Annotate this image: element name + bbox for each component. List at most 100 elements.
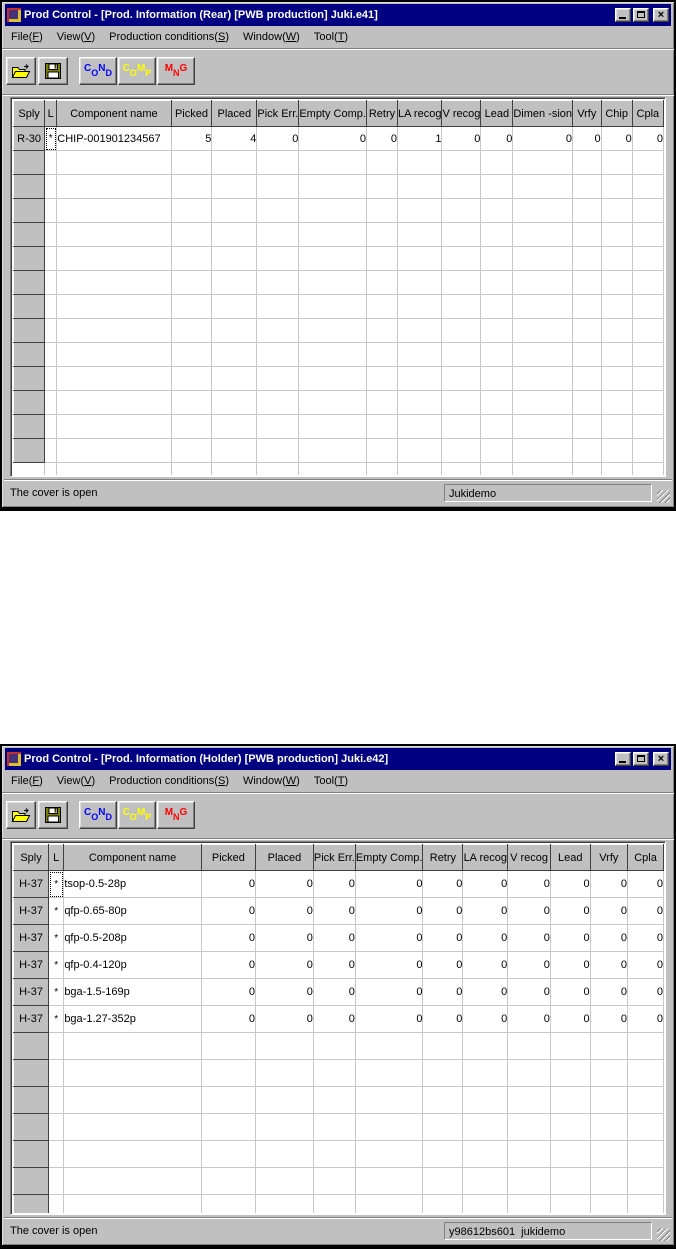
maximize-button[interactable] <box>633 752 649 766</box>
grid-cell[interactable]: bga-1.27-352p <box>63 1005 202 1033</box>
grid-cell[interactable]: 0 <box>550 870 591 898</box>
grid-cell[interactable]: 0 <box>507 924 551 952</box>
menu-item-view[interactable]: View(V) <box>56 775 96 787</box>
grid-cell[interactable]: 0 <box>590 897 629 925</box>
grid-cell[interactable]: 0 <box>313 924 356 952</box>
grid-cell[interactable]: 4 <box>211 126 258 151</box>
menu-item-file[interactable]: File(F) <box>11 31 43 43</box>
grid-cell[interactable]: 0 <box>255 951 314 979</box>
grid-cell[interactable]: 0 <box>462 870 509 898</box>
grid-cell[interactable]: 0 <box>627 1005 664 1033</box>
grid-cell[interactable]: 0 <box>313 1005 356 1033</box>
close-button[interactable]: × <box>653 752 669 766</box>
grid-cell[interactable]: 0 <box>590 870 629 898</box>
row-header-cell[interactable]: H-37 <box>13 870 50 898</box>
grid-cell[interactable]: 0 <box>627 897 664 925</box>
grid-cell[interactable]: 0 <box>313 870 356 898</box>
menu-item-production-conditions[interactable]: Production conditions(S) <box>109 775 229 787</box>
grid-cell[interactable]: * <box>48 924 65 952</box>
grid-cell[interactable]: 0 <box>550 951 591 979</box>
title-bar[interactable]: Prod Control - [Prod. Information (Rear)… <box>5 4 671 26</box>
grid-cell[interactable]: 0 <box>355 978 424 1006</box>
grid-cell[interactable]: 0 <box>590 924 629 952</box>
grid-cell[interactable]: * <box>48 897 65 925</box>
menu-item-view[interactable]: View(V) <box>56 31 96 43</box>
grid-cell[interactable]: 0 <box>422 951 464 979</box>
grid-cell[interactable]: 0 <box>462 924 509 952</box>
grid-cell[interactable]: 0 <box>590 978 629 1006</box>
minimize-button[interactable] <box>615 752 631 766</box>
grid-cell[interactable]: 0 <box>201 897 257 925</box>
grid-cell[interactable]: 0 <box>355 897 424 925</box>
grid-cell[interactable]: * <box>48 951 65 979</box>
grid-cell[interactable]: qfp-0.4-120p <box>63 951 202 979</box>
minimize-button[interactable] <box>615 8 631 22</box>
menu-item-file[interactable]: File(F) <box>11 775 43 787</box>
menu-item-window[interactable]: Window(W) <box>242 775 300 787</box>
grid-cell[interactable]: 0 <box>422 924 464 952</box>
grid-cell[interactable]: 0 <box>313 951 356 979</box>
resize-grip[interactable] <box>657 490 670 503</box>
save-button[interactable] <box>38 57 68 85</box>
grid-cell[interactable]: 0 <box>201 1005 257 1033</box>
row-header-cell[interactable]: H-37 <box>13 924 50 952</box>
grid-cell[interactable]: 0 <box>355 924 424 952</box>
grid-cell[interactable]: 0 <box>550 978 591 1006</box>
grid-cell[interactable]: 0 <box>601 126 633 151</box>
grid-cell[interactable]: 0 <box>462 951 509 979</box>
grid-cell[interactable]: 0 <box>298 126 367 151</box>
grid-cell[interactable]: 0 <box>355 951 424 979</box>
grid-cell[interactable]: 0 <box>422 1005 464 1033</box>
row-header-cell[interactable]: R-30 <box>13 126 46 151</box>
grid-cell[interactable]: 0 <box>422 978 464 1006</box>
save-button[interactable] <box>38 801 68 829</box>
grid-cell[interactable]: 0 <box>255 897 314 925</box>
grid-cell[interactable]: 0 <box>627 978 664 1006</box>
maximize-button[interactable] <box>633 8 649 22</box>
open-button[interactable] <box>6 801 36 829</box>
grid-cell[interactable]: 0 <box>355 1005 424 1033</box>
grid-cell[interactable]: qfp-0.65-80p <box>63 897 202 925</box>
grid-cell[interactable]: 0 <box>255 978 314 1006</box>
grid-cell[interactable]: 0 <box>462 1005 509 1033</box>
grid-cell[interactable]: qfp-0.5-208p <box>63 924 202 952</box>
grid-cell[interactable]: * <box>48 978 65 1006</box>
grid-cell[interactable]: 0 <box>590 951 629 979</box>
menu-item-tool[interactable]: Tool(T) <box>313 775 349 787</box>
row-header-cell[interactable]: H-37 <box>13 897 50 925</box>
grid-cell[interactable]: 5 <box>171 126 213 151</box>
open-button[interactable] <box>6 57 36 85</box>
grid-cell[interactable]: 0 <box>201 978 257 1006</box>
grid-cell[interactable]: 0 <box>507 978 551 1006</box>
grid-cell[interactable]: tsop-0.5-28p <box>63 870 202 898</box>
grid-cell[interactable]: 0 <box>422 870 464 898</box>
resize-grip[interactable] <box>657 1228 670 1241</box>
menu-item-production-conditions[interactable]: Production conditions(S) <box>109 31 229 43</box>
grid-cell[interactable]: 0 <box>627 870 664 898</box>
menu-item-window[interactable]: Window(W) <box>242 31 300 43</box>
grid-cell[interactable]: 1 <box>397 126 443 151</box>
grid-cell[interactable]: CHIP-001901234567 <box>56 126 172 151</box>
grid-cell[interactable]: 0 <box>550 924 591 952</box>
grid-cell[interactable]: 0 <box>355 870 424 898</box>
grid-cell[interactable]: 0 <box>550 1005 591 1033</box>
grid-cell[interactable]: 0 <box>313 978 356 1006</box>
grid-cell[interactable]: 0 <box>480 126 514 151</box>
grid-cell[interactable]: 0 <box>366 126 399 151</box>
grid-cell[interactable]: * <box>48 1005 65 1033</box>
grid-cell[interactable]: 0 <box>313 897 356 925</box>
grid-cell[interactable]: 0 <box>632 126 664 151</box>
grid-cell[interactable]: 0 <box>201 870 257 898</box>
grid-cell[interactable]: 0 <box>462 897 509 925</box>
grid-cell[interactable]: 0 <box>422 897 464 925</box>
grid-cell[interactable]: 0 <box>507 870 551 898</box>
grid-cell[interactable]: 0 <box>255 924 314 952</box>
grid-cell[interactable]: 0 <box>507 951 551 979</box>
grid-cell[interactable]: 0 <box>550 897 591 925</box>
